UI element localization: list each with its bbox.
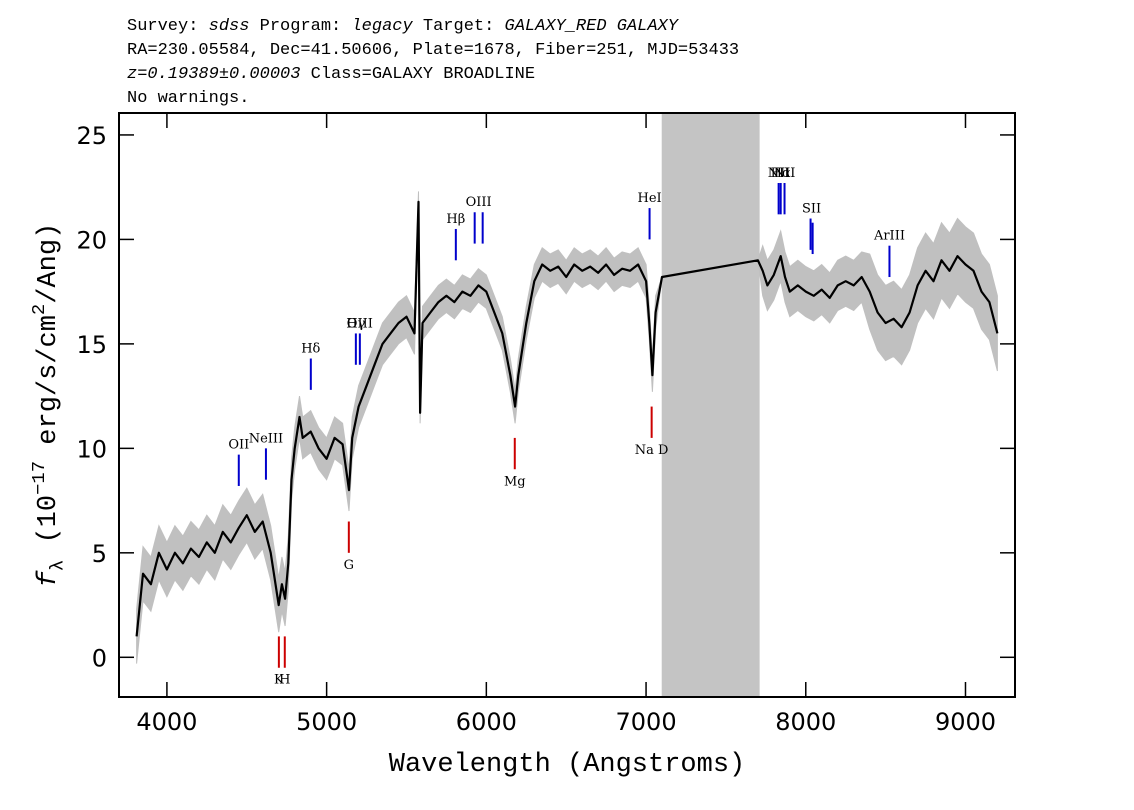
text-part: erg/s/cm — [34, 315, 64, 461]
text-part: −17 — [28, 461, 50, 495]
spectral-line-label: H — [279, 673, 290, 688]
y-axis-label: fλ (10−17 erg/s/cm2/Ang) — [28, 223, 69, 588]
spectral-line-label: G — [344, 558, 354, 573]
spectral-line-label: HeI — [637, 191, 661, 206]
spectral-line-label: Hβ — [446, 212, 465, 227]
flux-error-band — [136, 191, 998, 664]
y-tick-label: 20 — [76, 226, 107, 254]
x-tick-label: 4000 — [136, 708, 197, 736]
header-line: Survey: sdss Program: legacy Target: GAL… — [127, 17, 680, 36]
text-part: λ — [47, 560, 69, 571]
spectral-line-label: NII — [774, 166, 796, 181]
y-tick-label: 0 — [92, 644, 107, 672]
spectral-line-label: K — [274, 673, 284, 688]
spectral-line-label: SII — [802, 202, 821, 217]
text-part: f — [34, 570, 64, 587]
text-part: No warnings. — [127, 89, 249, 108]
spectral-line-label: Hδ — [301, 342, 320, 357]
flux-line — [135, 200, 999, 637]
text-part: Target: — [413, 17, 505, 36]
x-axis-label: Wavelength (Angstroms) — [389, 750, 745, 780]
text-part: Survey: — [127, 17, 209, 36]
x-tick-label: 8000 — [775, 708, 836, 736]
x-tick-label: 9000 — [935, 708, 996, 736]
spectral-line-label: NII — [768, 166, 790, 181]
x-tick-label: 6000 — [456, 708, 517, 736]
spectral-line-label: NeIII — [249, 431, 283, 446]
text-part: legacy — [351, 17, 413, 36]
spectral-line-label: Mg — [504, 474, 526, 489]
y-tick-label: 10 — [76, 435, 107, 463]
header-line: RA=230.05584, Dec=41.50606, Plate=1678, … — [127, 41, 739, 60]
text-part: RA=230.05584, Dec=41.50606, Plate=1678, … — [127, 41, 739, 60]
y-tick-label: 15 — [76, 331, 107, 359]
spectral-line-label: ArIII — [873, 229, 905, 244]
spectral-line-label: Hα — [771, 166, 791, 181]
spectral-line-label: OIII — [466, 195, 492, 210]
y-tick-label: 5 — [92, 540, 107, 568]
text-part: sdss — [209, 17, 250, 36]
masked-region — [661, 113, 760, 697]
text-part: /Ang) — [34, 223, 64, 304]
spectral-line-label: OII — [228, 438, 249, 453]
plot-area — [135, 113, 999, 697]
text-part: 2 — [28, 304, 50, 315]
text-part: Class=GALAXY BROADLINE — [300, 65, 535, 84]
x-tick-label: 5000 — [296, 708, 357, 736]
spectral-line-label: OIII — [347, 316, 373, 331]
text-part: z=0.19389±0.00003 — [127, 65, 300, 84]
text-part: GALAXY_RED GALAXY — [505, 17, 680, 36]
header-line: z=0.19389±0.00003 Class=GALAXY BROADLINE — [127, 65, 535, 84]
text-part: (10 — [34, 495, 64, 560]
y-tick-label: 25 — [76, 122, 107, 150]
text-part: Program: — [249, 17, 351, 36]
header-line: No warnings. — [127, 89, 249, 108]
plot-frame — [118, 112, 1016, 698]
spectral-line-label: Na D — [635, 443, 669, 458]
x-tick-label: 7000 — [616, 708, 677, 736]
spectral-line-label: Hγ — [346, 316, 365, 331]
